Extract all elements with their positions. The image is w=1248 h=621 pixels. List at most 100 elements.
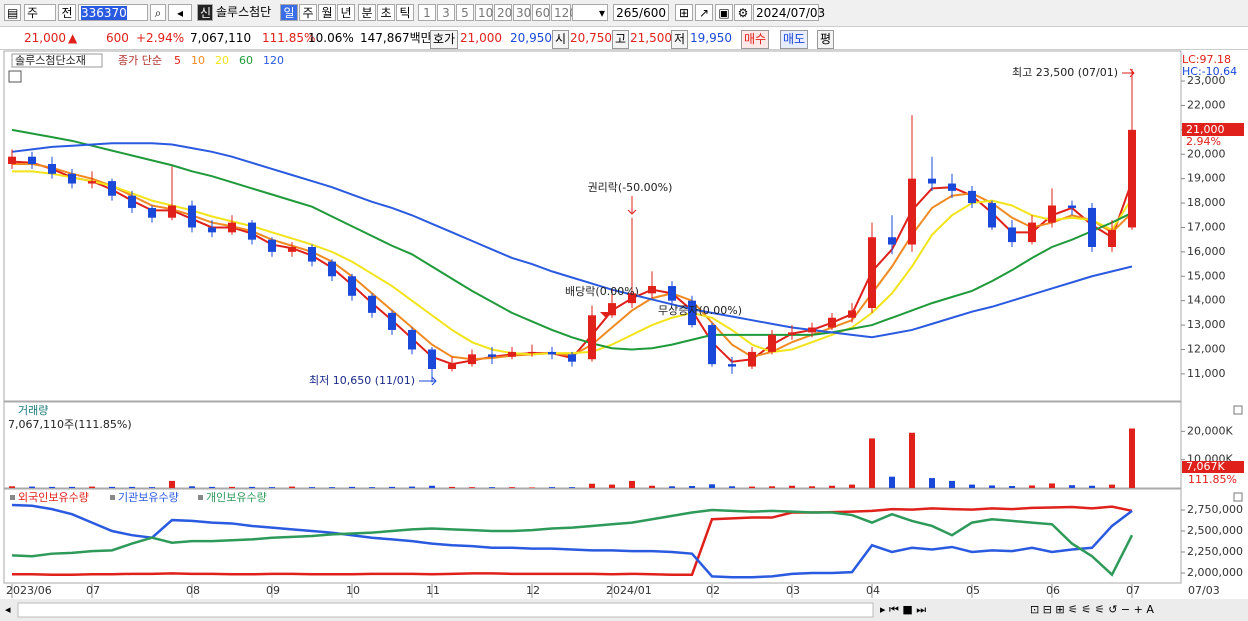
period-button[interactable]: 월 [318,4,336,21]
annotation: 최저 10,650 (11/01) [309,374,415,387]
candle-body [368,295,376,313]
scroll-controls[interactable]: ▸ ⏮ ■ ⏭ [880,603,926,616]
high: 21,500 [630,31,672,45]
candle-body [188,205,196,228]
market-select[interactable]: 주 [24,4,56,21]
interval-button[interactable]: 20 [494,4,512,21]
volume-bar [929,478,935,488]
settings-button[interactable]: ⚙ [734,4,752,21]
candle-body [808,327,816,333]
scroll-track[interactable] [17,602,874,618]
sell-button[interactable]: 매도 [780,30,809,49]
code-text: 336370 [81,6,127,20]
candle-body [468,354,476,365]
zoom-controls[interactable]: ⊡ ⊟ ⊞ ⚟ ⚟ ⚟ ↺ − + A [1030,603,1154,616]
annotation: 배당락(0.00%) [565,285,639,298]
chart-tool[interactable]: ⊞ [675,4,693,21]
period-button[interactable]: 틱 [396,4,414,21]
scroll-left[interactable]: ◂ [5,603,11,616]
volume-bar [189,486,195,488]
volume-bar [49,486,55,488]
volume-bar [1129,428,1135,488]
volume: 7,067,110 [190,31,252,45]
y-tick-label: 14,000 [1187,294,1226,307]
candle-body [228,222,236,233]
interval-button[interactable]: 30 [513,4,531,21]
bid: 20,950 [510,31,552,45]
y-tick-label: 2,000,000 [1187,566,1243,579]
candle-body [508,351,516,357]
candle-body [1128,129,1136,228]
x-tick-label: 07 [86,584,100,597]
save-button[interactable]: ▣ [715,4,733,21]
interval-button[interactable]: 1 [418,4,436,21]
legend-entry: 20 [215,54,229,67]
volume-bar [409,486,415,488]
annotation: 무상증자(0.00%) [658,304,742,317]
toolbar: ▤ 주 전 336370 ⌕ ◂ 신 솔루스첨단 일 주 월 년 분 초 틱 1… [0,0,1248,27]
table-icon[interactable] [8,70,22,83]
x-tick-label: 12 [526,584,540,597]
moving-average [11,142,1133,339]
legend-box [11,53,103,68]
interval-button[interactable]: 10 [475,4,493,21]
candle-body [708,325,716,365]
candle-body [768,334,776,352]
period-button[interactable]: 분 [358,4,376,21]
chart-area: ◂ ▸ ⏮ ■ ⏭ ⊡ ⊟ ⊞ ⚟ ⚟ ⚟ ↺ − + A 11,000 12,0… [0,50,1248,621]
legend-entry: 60 [239,54,253,67]
y-tick-label: 17,000 [1187,220,1226,233]
eval-button[interactable]: 평 [817,30,835,49]
candle-body [308,246,316,262]
interval-button[interactable]: 120 [551,4,577,21]
arrow [1122,68,1135,78]
volume-bar [729,486,735,488]
volume-bar [509,487,515,488]
code-input[interactable]: 336370 [78,4,148,21]
y-tick-label: 12,000 [1187,342,1226,355]
y-tick-label: 13,000 [1187,318,1226,331]
candle-body [528,351,536,353]
period-button[interactable]: 일 [280,4,298,21]
interval-button[interactable]: 60 [532,4,550,21]
last-volume-pct: 111.85% [1188,473,1237,486]
candle-body [408,329,416,350]
moving-average [12,163,1133,361]
unit-select[interactable]: ▾ [572,4,608,21]
period-button[interactable]: 초 [377,4,395,21]
volume-bar [269,487,275,488]
volume-bar [589,483,595,488]
volume-bar [1029,485,1035,488]
period-button[interactable]: 년 [337,4,355,21]
close-icon[interactable] [1233,405,1243,415]
buy-button[interactable]: 매수 [741,30,770,49]
candle-body [68,173,76,184]
y-tick-label: 2,500,000 [1187,524,1243,537]
price-panel [3,50,1182,402]
legend-marker [10,495,15,500]
interval-button[interactable]: 5 [456,4,474,21]
ask-label: 호가 [430,30,459,49]
date-input[interactable]: 2024/07/03 [753,4,825,21]
arrow [600,312,612,318]
candle-body [868,237,876,308]
sound-button[interactable]: ◂ [168,4,192,21]
period-button[interactable]: 주 [299,4,317,21]
count-input[interactable]: 265/600 [613,4,669,21]
interval-button[interactable]: 3 [437,4,455,21]
price: 21,000 [24,31,66,45]
volume-bar [149,487,155,488]
candle-body [148,207,156,218]
close-icon[interactable] [1233,492,1243,502]
volume-bar [29,486,35,488]
search-button[interactable]: ⌕ [150,4,166,21]
arrow [627,196,637,215]
prev-button[interactable]: 전 [58,4,76,21]
menu-icon[interactable]: ▤ [4,4,21,21]
volume-bar [469,487,475,488]
chart-tool[interactable]: ↗ [695,4,713,21]
candle-body [328,261,336,277]
x-tick-label: 07 [1126,584,1140,597]
ma-label: 종가 단순 [118,54,162,67]
volume-bar [309,487,315,488]
